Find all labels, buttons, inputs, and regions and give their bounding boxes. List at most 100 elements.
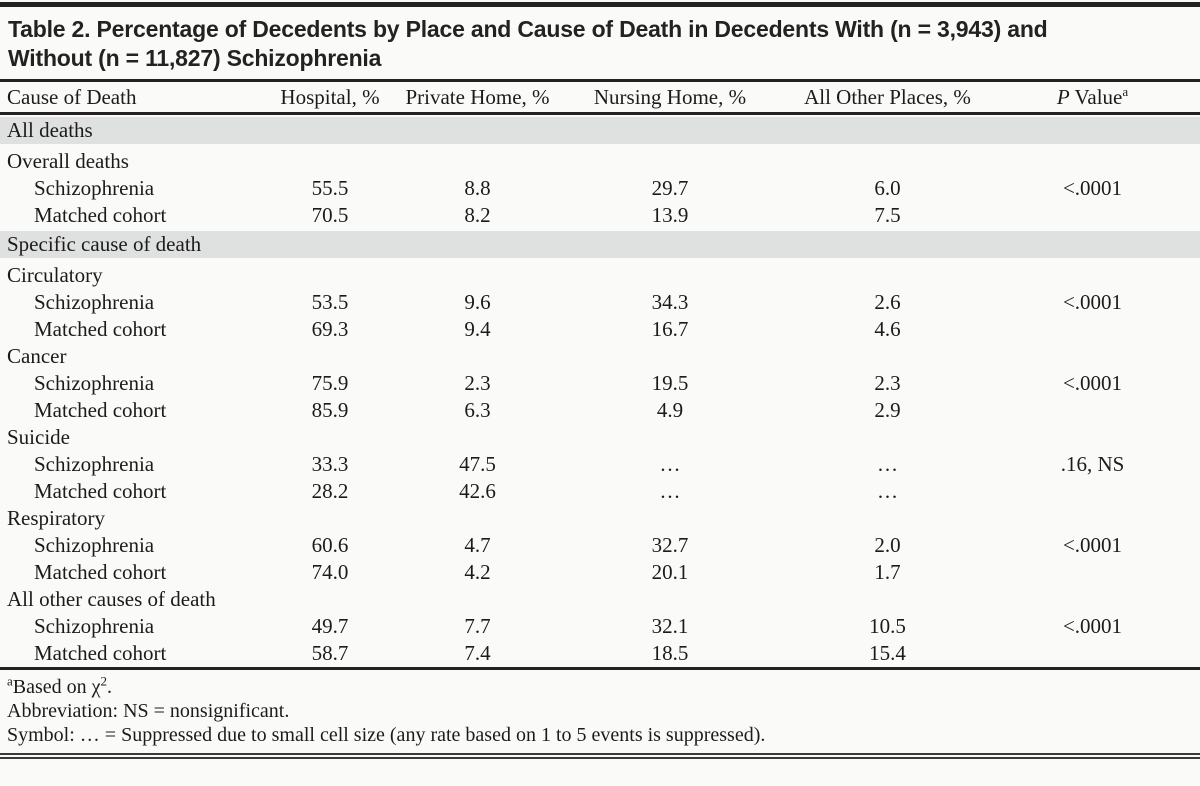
value-cell: 2.3	[464, 371, 491, 395]
cause-group-row: Suicide	[0, 424, 1200, 451]
section-band-row: Specific cause of death	[0, 229, 1200, 262]
cohort-label: Schizophrenia	[34, 290, 155, 314]
value-cell: 74.0	[311, 560, 349, 584]
value-cell: …	[659, 479, 681, 503]
p-value-cell	[985, 478, 1200, 505]
data-row: Matched cohort 74.0 4.2 20.1 1.7	[0, 559, 1200, 586]
value-cell: 28.2	[311, 479, 349, 503]
section-band-cell: All deaths	[0, 115, 1200, 148]
section-band-row: All deaths	[0, 115, 1200, 148]
cause-group-label: Overall deaths	[7, 149, 129, 173]
value-cell: 7.7	[464, 614, 491, 638]
column-header-row: Cause of Death Hospital, % Private Home,…	[0, 82, 1200, 115]
value-cell: 8.8	[464, 176, 491, 200]
value-cell: 20.1	[651, 560, 689, 584]
p-value-footnote-marker: a	[1122, 84, 1129, 99]
value-cell: 8.2	[464, 203, 491, 227]
value-cell: 6.3	[464, 398, 491, 422]
footnote-chi-square-period: .	[107, 676, 113, 698]
p-value-cell	[985, 640, 1200, 667]
data-row: Matched cohort 28.2 42.6 … …	[0, 478, 1200, 505]
cause-group-label: Suicide	[7, 425, 70, 449]
value-cell: 58.7	[311, 641, 349, 665]
section-band-label: All deaths	[7, 118, 93, 142]
column-header-nursing-home: Nursing Home, %	[550, 82, 790, 115]
p-value-cell: <.0001	[1062, 533, 1123, 557]
p-value-cell	[985, 559, 1200, 586]
cause-group-label: All other causes of death	[7, 587, 216, 611]
value-cell: 9.6	[464, 290, 491, 314]
cause-group-label: Circulatory	[7, 263, 103, 287]
table-body: All deaths Overall deaths Schizophrenia 55.…	[0, 115, 1200, 667]
value-cell: 7.5	[874, 203, 901, 227]
data-row: Matched cohort 69.3 9.4 16.7 4.6	[0, 316, 1200, 343]
bottom-rule	[0, 753, 1200, 759]
cause-group-row: Cancer	[0, 343, 1200, 370]
value-cell: 29.7	[651, 176, 689, 200]
decedents-table: Cause of Death Hospital, % Private Home,…	[0, 82, 1200, 670]
value-cell: 75.9	[311, 371, 349, 395]
value-cell: 34.3	[651, 290, 689, 314]
cohort-label: Schizophrenia	[34, 614, 155, 638]
p-value-cell	[985, 316, 1200, 343]
section-band-cell: Specific cause of death	[0, 229, 1200, 262]
value-cell: 13.9	[651, 203, 689, 227]
data-row: Matched cohort 70.5 8.2 13.9 7.5	[0, 202, 1200, 229]
value-cell: …	[659, 452, 681, 476]
p-value-cell: <.0001	[1062, 290, 1123, 314]
p-value-italic-p: P	[1056, 85, 1070, 109]
value-cell: 2.9	[874, 398, 901, 422]
value-cell: 16.7	[651, 317, 689, 341]
cause-group-label: Cancer	[7, 344, 67, 368]
p-value-cell: <.0001	[1062, 176, 1123, 200]
value-cell: 18.5	[651, 641, 689, 665]
top-rule	[0, 2, 1200, 7]
cohort-label: Schizophrenia	[34, 371, 155, 395]
value-cell: 10.5	[869, 614, 906, 638]
value-cell: 32.1	[651, 614, 689, 638]
value-cell: 33.3	[311, 452, 349, 476]
cohort-label: Schizophrenia	[34, 176, 155, 200]
cohort-label: Matched cohort	[34, 203, 167, 227]
value-cell: 2.3	[874, 371, 901, 395]
value-cell: 7.4	[464, 641, 491, 665]
cohort-label: Matched cohort	[34, 560, 167, 584]
data-row: Schizophrenia 49.7 7.7 32.1 10.5 <.0001	[0, 613, 1200, 640]
value-cell: 47.5	[459, 452, 496, 476]
value-cell: 1.7	[874, 560, 901, 584]
data-row: Matched cohort 85.9 6.3 4.9 2.9	[0, 397, 1200, 424]
section-band-label: Specific cause of death	[7, 232, 202, 256]
cohort-label: Schizophrenia	[34, 452, 155, 476]
table-title-line2: Without (n = 11,827) Schizophrenia	[8, 45, 382, 71]
value-cell: …	[877, 479, 898, 503]
value-cell: 32.7	[651, 533, 689, 557]
chi-square-exponent: 2	[100, 673, 108, 689]
cohort-label: Matched cohort	[34, 398, 167, 422]
cause-group-row: All other causes of death	[0, 586, 1200, 613]
cohort-label: Matched cohort	[34, 479, 167, 503]
footnote-marker-a: a	[7, 673, 13, 689]
column-header-hospital: Hospital, %	[255, 82, 405, 115]
column-header-p-value: P Valuea	[985, 82, 1200, 115]
p-value-cell: <.0001	[1062, 371, 1123, 395]
p-value-cell: <.0001	[1062, 614, 1123, 638]
title-divider-rule	[0, 79, 1200, 82]
value-cell: 49.7	[311, 614, 349, 638]
data-row: Schizophrenia 53.5 9.6 34.3 2.6 <.0001	[0, 289, 1200, 316]
cause-group-label: Respiratory	[7, 506, 105, 530]
cohort-label: Schizophrenia	[34, 533, 155, 557]
value-cell: …	[877, 452, 898, 476]
value-cell: 4.7	[464, 533, 491, 557]
value-cell: 42.6	[459, 479, 496, 503]
cause-group-row: Overall deaths	[0, 148, 1200, 175]
cohort-label: Matched cohort	[34, 641, 167, 665]
column-header-private-home: Private Home, %	[405, 82, 550, 115]
column-header-cause-of-death: Cause of Death	[0, 82, 255, 115]
data-row: Schizophrenia 55.5 8.8 29.7 6.0 <.0001	[0, 175, 1200, 202]
p-value-cell	[985, 202, 1200, 229]
cause-group-row: Respiratory	[0, 505, 1200, 532]
footnote-chi-square: aBased on χ2.	[7, 673, 1193, 699]
data-row: Schizophrenia 75.9 2.3 19.5 2.3 <.0001	[0, 370, 1200, 397]
footnote-chi-square-text: Based on χ	[12, 676, 101, 698]
data-row: Schizophrenia 60.6 4.7 32.7 2.0 <.0001	[0, 532, 1200, 559]
